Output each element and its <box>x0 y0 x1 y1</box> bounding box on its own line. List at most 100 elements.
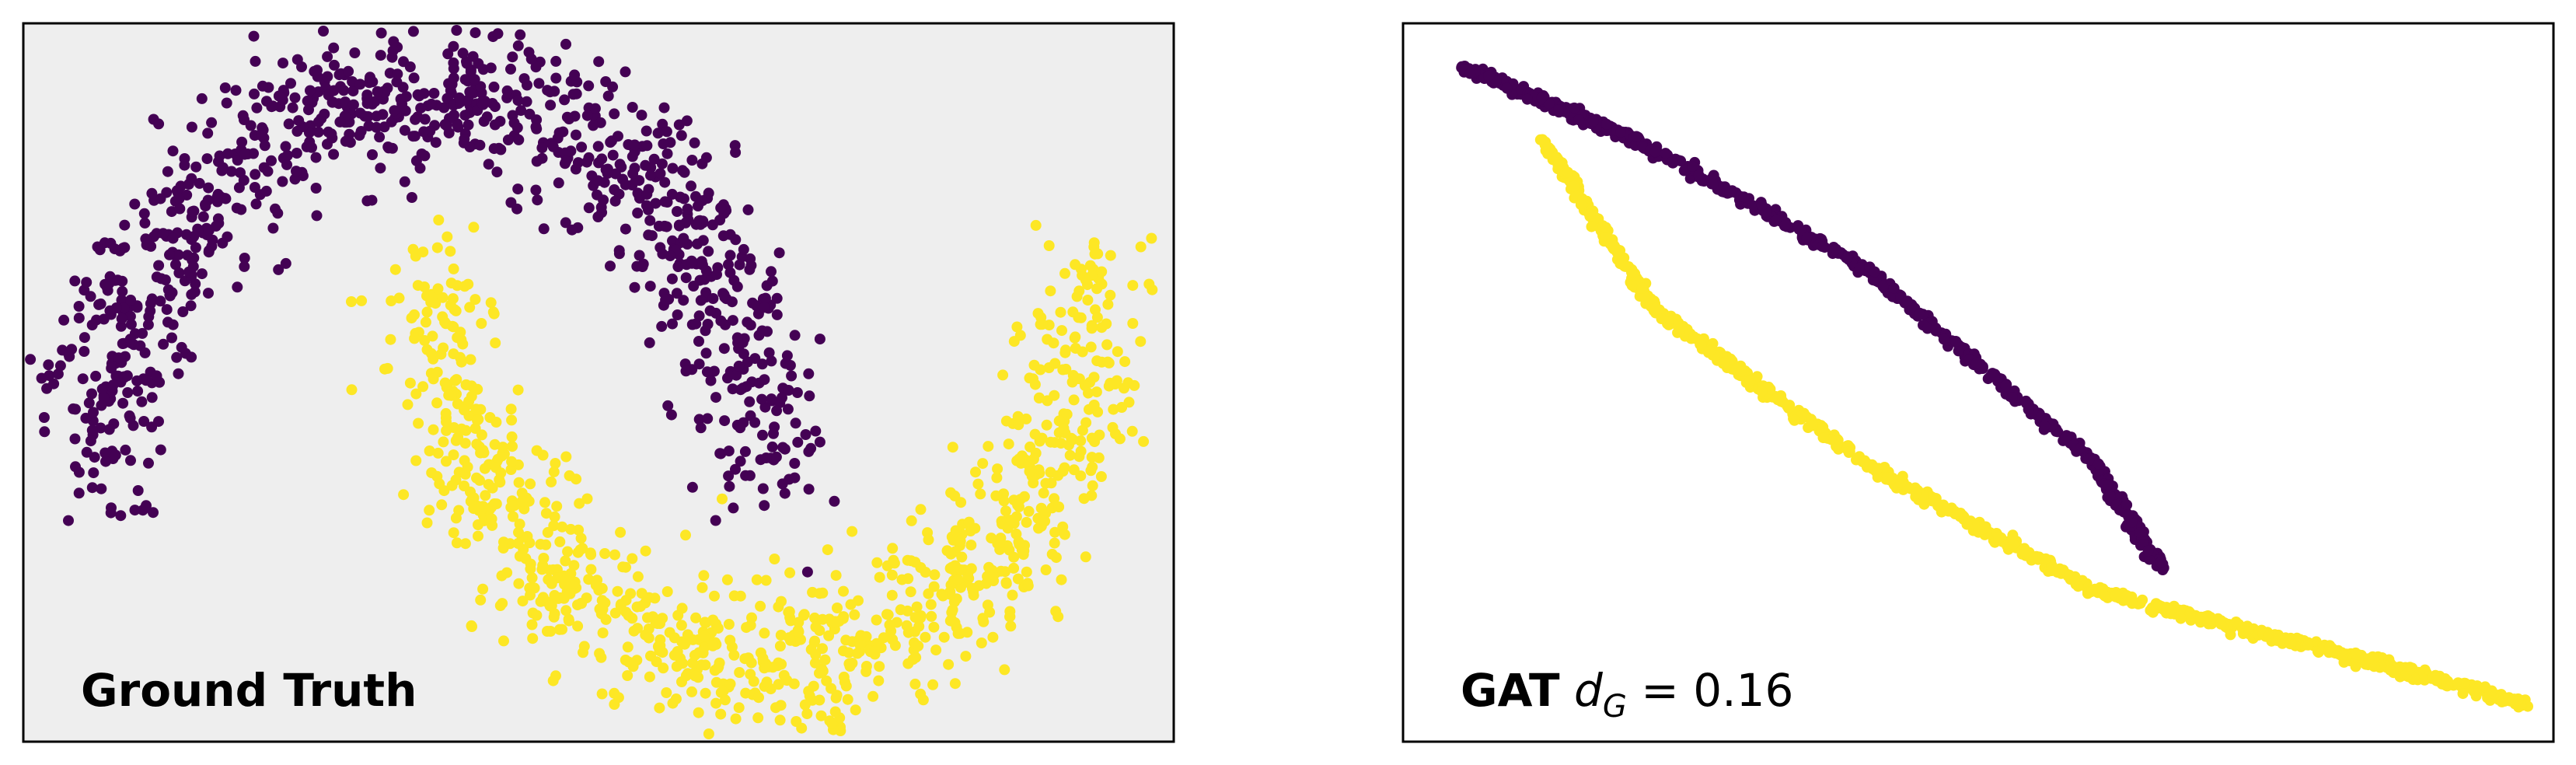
ground-truth-point-class0 <box>125 295 137 306</box>
ground-truth-point-class1 <box>700 687 711 699</box>
ground-truth-point-class1 <box>1049 493 1060 505</box>
ground-truth-panel: Ground Truth <box>22 22 1175 743</box>
ground-truth-point-class1 <box>600 613 612 625</box>
ground-truth-point-class0 <box>54 360 66 372</box>
ground-truth-point-class0 <box>719 415 731 427</box>
ground-truth-point-class0 <box>162 166 173 177</box>
gat-point-class1 <box>2363 653 2375 665</box>
ground-truth-point-class1 <box>1057 466 1069 477</box>
ground-truth-point-class0 <box>459 134 470 145</box>
ground-truth-point-class0 <box>633 189 644 201</box>
ground-truth-point-class1 <box>501 567 513 578</box>
ground-truth-point-class1 <box>672 610 684 621</box>
ground-truth-point-class1 <box>1056 325 1067 337</box>
ground-truth-point-class1 <box>668 632 680 644</box>
ground-truth-point-class0 <box>667 318 678 330</box>
ground-truth-point-class0 <box>328 42 340 54</box>
ground-truth-point-class1 <box>520 553 532 564</box>
ground-truth-point-class0 <box>203 182 215 194</box>
ground-truth-point-class1 <box>643 632 654 644</box>
ground-truth-point-class0 <box>731 281 743 292</box>
ground-truth-point-class1 <box>1000 415 1012 427</box>
ground-truth-point-class1 <box>881 609 892 620</box>
ground-truth-point-class0 <box>759 500 770 512</box>
ground-truth-point-class0 <box>140 233 152 245</box>
ground-truth-point-class1 <box>661 687 672 698</box>
ground-truth-point-class1 <box>1055 438 1066 449</box>
ground-truth-point-class1 <box>913 640 924 651</box>
ground-truth-point-class1 <box>447 320 458 332</box>
gat-point-class1 <box>2406 664 2417 676</box>
ground-truth-point-class0 <box>119 219 131 231</box>
gat-point-class0 <box>2006 392 2018 403</box>
ground-truth-point-class0 <box>667 162 679 174</box>
ground-truth-point-class0 <box>448 57 459 68</box>
ground-truth-point-class0 <box>711 269 722 281</box>
gat-point-class1 <box>1872 463 1883 475</box>
ground-truth-point-class1 <box>431 242 443 253</box>
ground-truth-point-class0 <box>239 148 250 160</box>
ground-truth-point-class0 <box>814 436 826 448</box>
ground-truth-point-class1 <box>389 264 401 275</box>
ground-truth-point-class1 <box>869 645 881 657</box>
ground-truth-point-class1 <box>1143 278 1155 290</box>
ground-truth-point-class1 <box>909 557 921 568</box>
ground-truth-point-class0 <box>733 360 745 372</box>
ground-truth-point-class0 <box>267 100 278 112</box>
ground-truth-point-class0 <box>225 166 237 177</box>
ground-truth-point-class1 <box>585 564 597 575</box>
ground-truth-point-class0 <box>408 72 420 84</box>
ground-truth-point-class1 <box>356 295 368 306</box>
gat-point-class1 <box>2121 590 2133 601</box>
gat-point-class0 <box>1483 70 1495 82</box>
ground-truth-point-class0 <box>221 97 232 109</box>
gat-point-class0 <box>2122 509 2134 520</box>
ground-truth-point-class0 <box>695 422 707 434</box>
gat-point-class0 <box>2093 458 2104 470</box>
ground-truth-point-class1 <box>547 564 559 575</box>
ground-truth-point-class0 <box>560 38 571 50</box>
ground-truth-point-class0 <box>810 425 822 437</box>
ground-truth-point-class0 <box>660 294 672 306</box>
ground-truth-point-class0 <box>727 315 738 327</box>
ground-truth-point-class1 <box>654 618 665 630</box>
ground-truth-point-class0 <box>86 424 98 436</box>
ground-truth-point-class0 <box>786 370 798 382</box>
ground-truth-point-class1 <box>640 545 651 557</box>
ground-truth-point-class0 <box>609 168 621 180</box>
ground-truth-point-class0 <box>442 93 453 104</box>
ground-truth-point-class1 <box>494 477 506 488</box>
ground-truth-point-class1 <box>438 436 449 448</box>
ground-truth-point-class0 <box>749 417 761 428</box>
ground-truth-point-class0 <box>643 204 654 215</box>
ground-truth-point-class1 <box>915 688 927 700</box>
ground-truth-point-class0 <box>756 393 768 405</box>
ground-truth-point-class0 <box>661 148 673 159</box>
ground-truth-point-class0 <box>545 100 557 111</box>
ground-truth-point-class0 <box>602 90 614 102</box>
ground-truth-point-class0 <box>70 461 81 473</box>
ground-truth-point-class0 <box>400 91 412 103</box>
ground-truth-point-class0 <box>77 373 89 385</box>
ground-truth-point-class0 <box>789 330 801 341</box>
ground-truth-point-class1 <box>690 612 702 624</box>
ground-truth-point-class1 <box>846 526 858 537</box>
ground-truth-point-class1 <box>1052 611 1064 623</box>
ground-truth-point-class0 <box>760 452 772 463</box>
ground-truth-point-class0 <box>700 152 712 163</box>
ground-truth-point-class1 <box>410 455 422 466</box>
ground-truth-point-class0 <box>814 334 826 345</box>
gat-point-class0 <box>1573 114 1585 126</box>
ground-truth-point-class0 <box>322 51 333 62</box>
ground-truth-point-class1 <box>734 667 745 678</box>
ground-truth-point-class1 <box>1068 464 1080 476</box>
ground-truth-point-class0 <box>203 225 215 236</box>
gat-point-class1 <box>1600 222 1611 233</box>
ground-truth-point-class1 <box>441 416 452 428</box>
ground-truth-point-class1 <box>1056 574 1067 585</box>
gat-point-class0 <box>1801 232 1813 243</box>
ground-truth-point-class0 <box>593 157 604 169</box>
ground-truth-point-class0 <box>675 130 687 141</box>
gat-point-class0 <box>1914 309 1925 320</box>
ground-truth-point-class1 <box>465 354 476 365</box>
